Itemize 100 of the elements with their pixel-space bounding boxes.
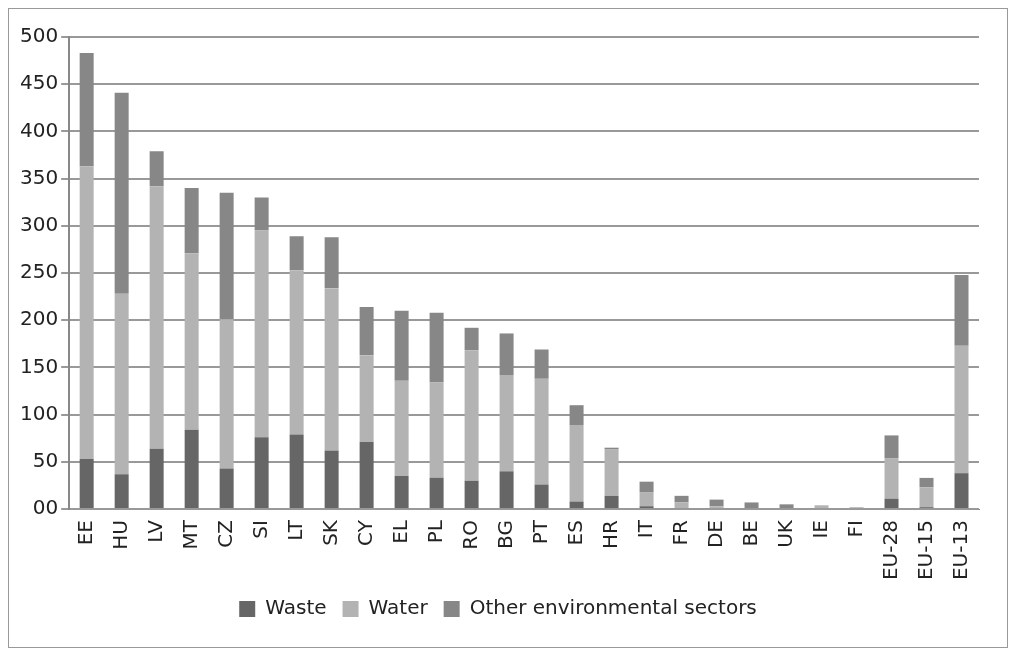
bar xyxy=(254,437,269,509)
bar xyxy=(184,188,199,254)
bar xyxy=(639,492,654,507)
bar xyxy=(674,495,689,503)
bar xyxy=(149,448,164,509)
x-tick-label: CY xyxy=(352,519,377,546)
y-tick-label: 00 xyxy=(32,495,59,520)
bar xyxy=(919,487,934,508)
bar xyxy=(219,192,234,320)
x-tick-label: EU-13 xyxy=(947,520,972,581)
legend-label: Waste xyxy=(265,595,327,620)
x-tick-label: SK xyxy=(317,519,342,546)
y-tick-label: 150 xyxy=(19,353,59,378)
y-tick-label: 100 xyxy=(19,400,59,425)
bar xyxy=(604,449,619,496)
bar xyxy=(114,293,129,475)
bar xyxy=(534,349,549,379)
x-tick-label: PL xyxy=(422,519,447,544)
bar xyxy=(324,237,339,289)
y-tick-label: 200 xyxy=(19,306,59,331)
bar xyxy=(394,380,409,477)
legend-label: Water xyxy=(368,595,429,620)
bar xyxy=(254,230,269,438)
bar xyxy=(779,504,794,509)
x-tick-label: FI xyxy=(842,520,867,538)
bar xyxy=(184,429,199,509)
bar xyxy=(429,382,444,478)
bar xyxy=(149,186,164,449)
bar xyxy=(464,350,479,481)
bar xyxy=(499,471,514,509)
bar xyxy=(359,355,374,443)
bar xyxy=(534,378,549,485)
x-tick-label: BG xyxy=(492,520,517,549)
bar xyxy=(254,197,269,231)
x-tick-label: HR xyxy=(597,519,622,549)
x-tick-label: EL xyxy=(387,519,412,544)
x-tick-label: UK xyxy=(772,519,797,548)
y-tick-label: 300 xyxy=(19,212,59,237)
x-tick-label: EE xyxy=(72,520,97,546)
y-tick-label: 400 xyxy=(19,117,59,142)
bar xyxy=(114,474,129,509)
y-tick-label: 250 xyxy=(19,259,59,284)
bar xyxy=(359,442,374,509)
bar xyxy=(79,166,94,460)
x-tick-label: IT xyxy=(632,519,657,539)
bar xyxy=(954,274,969,346)
x-tick-label: HU xyxy=(107,520,132,550)
bar xyxy=(674,502,689,509)
bar xyxy=(79,53,94,167)
bar xyxy=(954,345,969,474)
y-tick-label: 450 xyxy=(19,70,59,95)
x-tick-label: SI xyxy=(247,520,272,539)
y-tick-label: 50 xyxy=(32,448,59,473)
x-tick-label: ES xyxy=(562,520,587,546)
bar xyxy=(394,476,409,509)
bar xyxy=(814,505,829,509)
bar xyxy=(709,499,724,507)
bar xyxy=(884,435,899,459)
bar xyxy=(569,425,584,502)
bar xyxy=(464,480,479,509)
bar xyxy=(324,450,339,509)
bar xyxy=(149,151,164,187)
x-tick-label: RO xyxy=(457,520,482,550)
x-tick-label: EU-15 xyxy=(912,520,937,581)
bar xyxy=(499,374,514,472)
y-tick-label: 350 xyxy=(19,164,59,189)
bar xyxy=(394,310,409,381)
x-tick-label: CZ xyxy=(212,520,237,548)
bar xyxy=(884,458,899,499)
bar xyxy=(499,333,514,375)
bar xyxy=(639,481,654,493)
bar xyxy=(114,92,129,294)
bar xyxy=(359,307,374,356)
bar xyxy=(884,498,899,509)
bar xyxy=(219,468,234,509)
bar xyxy=(289,236,304,271)
x-tick-label: IE xyxy=(807,520,832,539)
bar xyxy=(744,502,759,509)
bar xyxy=(324,288,339,451)
x-tick-label: DE xyxy=(702,520,727,549)
bar xyxy=(569,501,584,509)
x-tick-label: LT xyxy=(282,519,307,541)
bar xyxy=(569,405,584,426)
bar xyxy=(919,477,934,488)
x-tick-label: LV xyxy=(142,519,167,543)
bar xyxy=(534,484,549,509)
bar xyxy=(289,270,304,435)
x-tick-label: EU-28 xyxy=(877,520,902,581)
y-tick-label: 500 xyxy=(19,23,59,48)
legend-label: Other environmental sectors xyxy=(469,595,757,620)
x-tick-label: MT xyxy=(177,519,202,550)
x-tick-label: BE xyxy=(737,520,762,547)
bar xyxy=(954,473,969,509)
bar xyxy=(464,327,479,351)
bar xyxy=(289,434,304,509)
bar xyxy=(604,495,619,509)
bar xyxy=(219,319,234,469)
bar xyxy=(184,253,199,430)
x-tick-label: FR xyxy=(667,519,692,546)
bar xyxy=(79,459,94,509)
